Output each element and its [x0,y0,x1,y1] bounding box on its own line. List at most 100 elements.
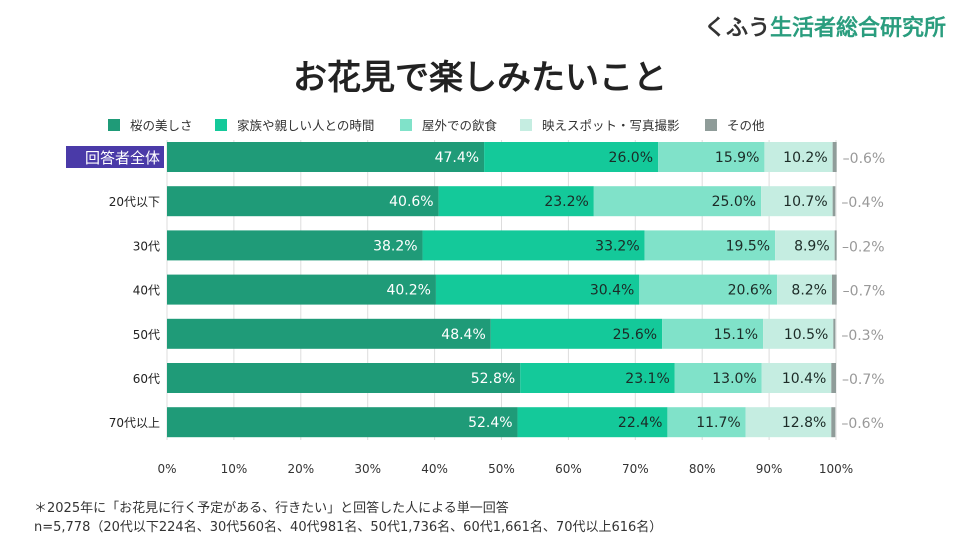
brand-prefix: くふう [703,16,770,41]
data-label: 48.4% [441,327,485,343]
bar-segment [777,274,832,305]
data-label: 8.2% [791,283,827,299]
data-label: 52.4% [468,415,512,431]
data-label: 15.9% [715,150,759,166]
x-tick-label: 100% [819,462,853,476]
data-label: 8.9% [794,238,830,254]
x-tick-label: 70% [622,462,649,476]
bar-segment [832,142,837,172]
category-label: 20代以下 [109,195,160,209]
bar-segment [763,318,834,349]
x-tick-label: 0% [157,462,176,476]
legend-label: 映えスポット・写真撮影 [542,118,680,133]
data-label: 10.5% [784,327,828,343]
legend-label: 屋外での飲食 [422,118,498,133]
bar-segment [167,142,485,172]
bar-segment [167,186,439,217]
bar-segment [644,230,776,261]
x-tick-label: 30% [354,462,381,476]
bar-segment [775,230,835,261]
data-label: 52.8% [471,371,515,387]
x-tick-label: 50% [488,462,515,476]
data-label: 38.2% [373,238,417,254]
data-label: 40.2% [386,283,430,299]
legend-swatch [108,119,120,131]
page-title: お花見で楽しみたいこと [293,58,667,98]
category-label: 回答者全体 [85,149,160,167]
data-label: 25.0% [712,194,756,210]
bar-segment [167,363,521,393]
category-label: 40代 [133,284,160,298]
bar-segment [435,274,640,305]
data-label: –0.4% [841,195,884,211]
data-label: 13.0% [712,371,756,387]
bar-segment [167,407,518,438]
bar-segment [662,318,764,349]
data-label: 25.6% [613,327,657,343]
footnote-2: n=5,778（20代以下224名、30代560名、40代981名、50代1,7… [34,520,663,535]
category-label: 70代以上 [109,416,160,430]
bar-segment [422,230,645,261]
bar-segment [831,274,837,305]
data-label: –0.3% [841,328,884,344]
bar-segment [761,186,833,217]
bar-segment [745,407,832,438]
data-label: 22.4% [618,415,662,431]
brand-logo: くふう生活者総合研究所 [704,10,946,42]
bar-segment [490,318,663,349]
data-label: 10.4% [782,371,826,387]
x-tick-label: 10% [221,462,248,476]
bar-segment [658,142,765,172]
legend-label: 桜の美しさ [130,118,193,133]
legend-label: 家族や親しい人との時間 [237,118,374,133]
data-label: 23.2% [544,194,588,210]
bar-segment [831,363,836,393]
brand-name: 生活者総合研究所 [769,16,946,41]
bar-segment [484,142,659,172]
legend-label: その他 [727,118,765,133]
data-label: 26.0% [609,150,653,166]
bar-segment [834,230,837,261]
data-label: 11.7% [696,415,740,431]
highlight-label-bg [66,146,164,168]
data-label: 33.2% [595,238,639,254]
bar-segment [833,318,836,349]
data-label: 10.7% [783,194,827,210]
legend-swatch [705,119,717,131]
footnote-1: ＊2025年に「お花見に行く予定がある、行きたい」と回答した人による単一回答 [34,501,509,516]
data-label: –0.6% [841,416,884,432]
bar-segment [831,407,836,438]
bar-segment [761,363,832,393]
legend-swatch [520,119,532,131]
bar-segment [520,363,675,393]
data-label: 19.5% [726,238,770,254]
legend-swatch [215,119,227,131]
data-label: 15.1% [714,327,758,343]
bar-segment [517,407,668,438]
bar-segment [438,186,594,217]
legend-swatch [400,119,412,131]
x-tick-label: 80% [689,462,716,476]
bar-segment [639,274,778,305]
category-label: 50代 [133,328,160,342]
data-label: 47.4% [435,150,479,166]
category-label: 30代 [133,239,160,253]
category-label: 60代 [133,372,160,386]
data-label: 30.4% [590,283,634,299]
bar-segment [593,186,762,217]
data-label: –0.2% [842,239,885,255]
data-label: 40.6% [389,194,433,210]
x-tick-label: 40% [421,462,448,476]
data-label: –0.7% [843,284,886,300]
bar-segment [832,186,836,217]
x-tick-label: 20% [287,462,314,476]
x-tick-label: 60% [555,462,582,476]
data-label: 23.1% [625,371,669,387]
x-tick-label: 90% [756,462,783,476]
bar-segment [167,230,423,261]
bar-segment [674,363,762,393]
bar-segment [764,142,833,172]
bar-segment [667,407,746,438]
data-label: –0.6% [843,151,886,167]
